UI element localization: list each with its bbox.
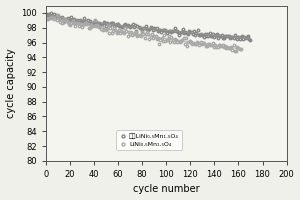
LiNi₀.₅Mn₁.₅O₄ [205,45,208,47]
改性LiNi₀.₅Mn₁.₅O₄ [145,28,149,30]
Y-axis label: cycle capacity: cycle capacity [6,48,16,118]
改性LiNi₀.₅Mn₁.₅O₄ [75,18,79,21]
改性LiNi₀.₅Mn₁.₅O₄ [154,28,157,30]
LiNi₀.₅Mn₁.₅O₄ [172,41,175,43]
X-axis label: cycle number: cycle number [133,184,200,194]
Line: LiNi₀.₅Mn₁.₅O₄: LiNi₀.₅Mn₁.₅O₄ [46,14,242,53]
改性LiNi₀.₅Mn₁.₅O₄ [228,37,232,39]
改性LiNi₀.₅Mn₁.₅O₄ [249,39,252,41]
Legend: 改性LiNi₀.₅Mn₁.₅O₄, LiNi₀.₅Mn₁.₅O₄: 改性LiNi₀.₅Mn₁.₅O₄, LiNi₀.₅Mn₁.₅O₄ [116,130,182,150]
改性LiNi₀.₅Mn₁.₅O₄ [45,13,49,15]
LiNi₀.₅Mn₁.₅O₄ [154,34,157,37]
改性LiNi₀.₅Mn₁.₅O₄ [144,25,148,27]
LiNi₀.₅Mn₁.₅O₄ [234,50,238,53]
LiNi₀.₅Mn₁.₅O₄ [56,14,60,16]
Line: 改性LiNi₀.₅Mn₁.₅O₄: 改性LiNi₀.₅Mn₁.₅O₄ [46,12,252,41]
LiNi₀.₅Mn₁.₅O₄ [101,29,105,31]
改性LiNi₀.₅Mn₁.₅O₄ [49,12,52,15]
LiNi₀.₅Mn₁.₅O₄ [230,49,234,51]
LiNi₀.₅Mn₁.₅O₄ [239,48,243,50]
LiNi₀.₅Mn₁.₅O₄ [45,18,49,20]
改性LiNi₀.₅Mn₁.₅O₄ [122,23,126,26]
LiNi₀.₅Mn₁.₅O₄ [85,22,89,25]
